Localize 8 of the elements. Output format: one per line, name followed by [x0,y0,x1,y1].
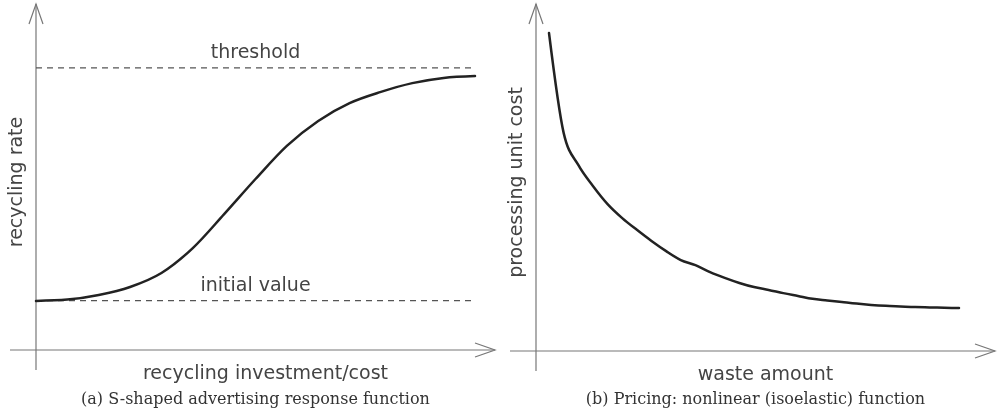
ref-line-label: initial value [200,272,311,295]
y-axis-title: processing unit cost [504,87,526,278]
text: (a) S-shaped advertising response function [81,389,430,408]
ref-line-label: threshold [210,39,301,62]
x-axis-title: recycling investment/cost [142,361,389,383]
y-axis-title: recycling rate [4,116,26,248]
text: (b) Pricing: nonlinear (isoelastic) function [585,389,926,408]
x-axis-title: waste amount [697,362,834,384]
